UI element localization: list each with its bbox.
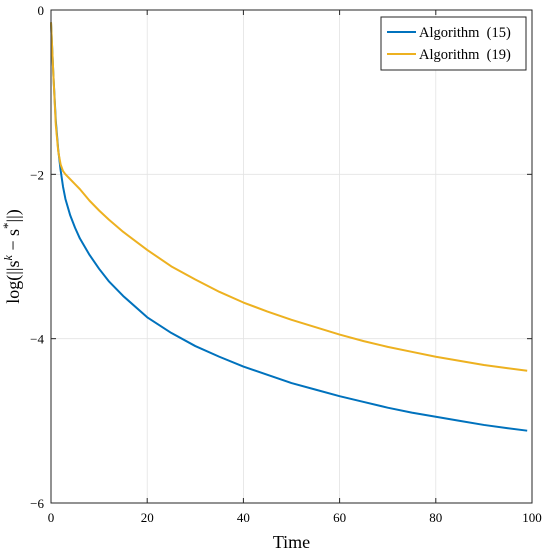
y-tick-label: −2 [30,167,44,182]
y-axis-label: log(||sk − s*||) [0,209,24,303]
y-tick-label: 0 [38,3,45,18]
series-line-1 [50,22,528,372]
grid [50,9,533,504]
legend: Algorithm (15) Algorithm (19) [380,16,527,71]
x-tick-label: 40 [237,510,250,525]
x-tick-label: 20 [141,510,154,525]
series-line-0 [50,22,528,432]
legend-box [380,16,527,71]
y-tick-label: −6 [30,496,44,511]
legend-label-algorithm-19: Algorithm (19) [419,47,511,63]
x-tick-label: 100 [522,510,542,525]
x-tick-label: 60 [333,510,346,525]
x-axis-label: Time [273,532,310,552]
legend-label-algorithm-15: Algorithm (15) [419,25,511,41]
y-tick-label: −4 [30,332,44,347]
ticks: 0 20 40 60 80 100 −6 −4 −2 0 [30,3,542,525]
plot-frame [50,9,533,504]
x-tick-label: 80 [429,510,442,525]
series-layer [50,22,528,432]
x-tick-label: 0 [48,510,55,525]
